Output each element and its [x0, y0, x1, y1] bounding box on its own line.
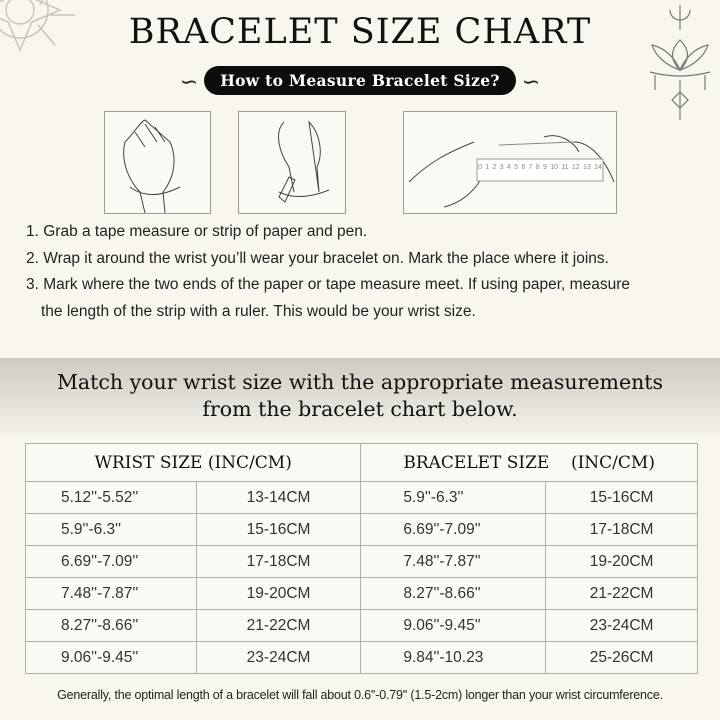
table-row: 6.69''-7.09'' 17-18CM 7.48''-7.87'' 19-20CM — [25, 545, 698, 578]
swirl-left-icon: ∽ — [179, 68, 199, 94]
bracelet-inches-cell: 7.48''-7.87'' — [360, 545, 547, 578]
ruler-number: 3 — [499, 164, 504, 171]
band-line-2: from the bracelet chart below. — [202, 397, 518, 421]
table-row: 5.9''-6.3'' 15-16CM 6.69''-7.09'' 17-18CM — [25, 513, 698, 546]
ruler-number: 12 — [571, 164, 580, 171]
wrist-inches-cell: 9.06''-9.45'' — [25, 641, 197, 674]
band-line-1: Match your wrist size with the appropria… — [56, 370, 664, 394]
table-row: 9.06''-9.45'' 23-24CM 9.84''-10.23 25-26CM — [25, 641, 698, 674]
step-2: 2. Wrap it around the wrist you’ll wear … — [26, 249, 609, 267]
bracelet-inches-cell: 9.06''-9.45'' — [360, 609, 547, 642]
tape-wrap-icon — [278, 120, 330, 203]
illustration-tape-wrap — [238, 111, 346, 214]
step-3: 3. Mark where the two ends of the paper … — [26, 276, 630, 293]
wrist-inches-cell: 5.9''-6.3'' — [25, 513, 197, 546]
instruction-band: Match your wrist size with the appropria… — [0, 358, 720, 434]
ruler-number: 11 — [561, 164, 569, 171]
wrist-inches-cell: 6.69''-7.09'' — [25, 545, 197, 578]
hand-wrap-icon — [123, 119, 181, 214]
step-1: 1. Grab a tape measure or strip of paper… — [26, 223, 368, 240]
illustration-hand-wrap — [104, 111, 211, 214]
table-row: 5.12''-5.52'' 13-14CM 5.9''-6.3'' 15-16CM — [25, 481, 698, 514]
bracelet-cm-cell: 21-22CM — [545, 577, 698, 610]
wrist-cm-cell: 13-14CM — [195, 481, 362, 514]
wrist-inches-cell: 5.12''-5.52'' — [25, 481, 197, 514]
instructions: 1. Grab a tape measure or strip of paper… — [26, 219, 716, 325]
ruler-number: 14 — [594, 164, 602, 171]
page-title: BRACELET SIZE CHART — [128, 12, 592, 52]
ruler-number: 5 — [514, 164, 518, 171]
ruler-number: 9 — [542, 164, 547, 171]
ruler-number: 0 — [478, 164, 482, 171]
wrist-inches-cell: 7.48''-7.87'' — [25, 577, 197, 610]
wrist-cm-cell: 23-24CM — [195, 641, 362, 674]
subtitle-pill: How to Measure Bracelet Size? — [204, 66, 516, 95]
ruler-number: 10 — [550, 164, 558, 171]
bracelet-cm-cell: 15-16CM — [545, 481, 698, 514]
ruler-number: 4 — [506, 164, 511, 171]
wrist-inches-cell: 8.27''-8.66'' — [25, 609, 197, 642]
bracelet-cm-cell: 25-26CM — [545, 641, 698, 674]
mandala-decoration-icon — [0, 0, 75, 52]
ruler-number: 1 — [485, 164, 490, 171]
ruler-number: 8 — [535, 164, 540, 171]
wrist-cm-cell: 19-20CM — [195, 577, 362, 610]
ruler-number: 13 — [583, 164, 591, 171]
wrist-cm-cell: 15-16CM — [195, 513, 362, 546]
bracelet-cm-cell: 23-24CM — [545, 609, 698, 642]
table-row: 8.27''-8.66'' 21-22CM 9.06''-9.45'' 23-24CM — [25, 609, 698, 642]
swirl-right-icon: ∽ — [521, 68, 541, 94]
footer-note: Generally, the optimal length of a brace… — [57, 688, 663, 702]
ruler-hands-icon — [408, 135, 615, 208]
lotus-decoration-icon — [649, 5, 711, 120]
ruler-numbers: 0 1 2 3 4 5 6 7 8 9 10 11 12 13 14 — [478, 164, 602, 171]
bracelet-inches-cell: 8.27''-8.66'' — [360, 577, 547, 610]
bracelet-inches-cell: 6.69''-7.09'' — [360, 513, 547, 546]
header-bracelet-size: BRACELET SIZE (INC/CM) — [360, 443, 698, 482]
ruler-number: 6 — [521, 164, 526, 171]
ruler-number: 2 — [492, 164, 497, 171]
size-chart-table: WRIST SIZE (INC/CM) BRACELET SIZE (INC/C… — [24, 443, 698, 674]
table-row: 7.48''-7.87'' 19-20CM 8.27''-8.66'' 21-22CM — [25, 577, 698, 610]
bracelet-inches-cell: 9.84''-10.23 — [360, 641, 547, 674]
illustration-ruler-measure: 0 1 2 3 4 5 6 7 8 9 10 11 12 13 14 — [403, 111, 617, 214]
ruler-number: 7 — [528, 164, 533, 171]
bracelet-cm-cell: 17-18CM — [545, 513, 698, 546]
bracelet-inches-cell: 5.9''-6.3'' — [360, 481, 547, 514]
bracelet-cm-cell: 19-20CM — [545, 545, 698, 578]
step-3-continued: the length of the strip with a ruler. Th… — [41, 302, 476, 320]
header-wrist-size: WRIST SIZE (INC/CM) — [24, 443, 362, 482]
wrist-cm-cell: 21-22CM — [195, 609, 362, 642]
wrist-cm-cell: 17-18CM — [195, 545, 362, 578]
